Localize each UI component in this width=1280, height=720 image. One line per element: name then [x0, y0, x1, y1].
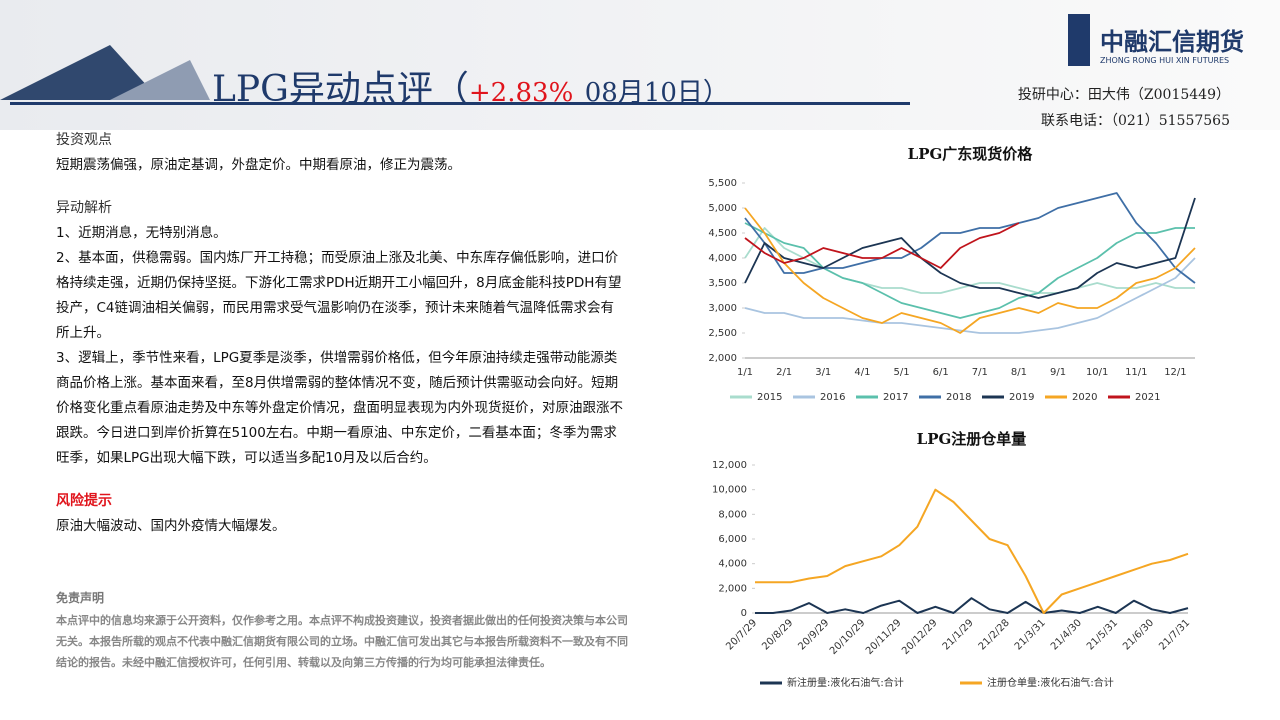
y-tick-label: 4,500 [708, 228, 737, 239]
x-tick-label: 9/1 [1050, 367, 1066, 378]
header-bg [0, 0, 1280, 130]
title-text: LPG异动点评（ [212, 69, 469, 110]
legend-label: 2016 [820, 392, 845, 403]
series-line [744, 207, 1196, 334]
series-line [744, 197, 1196, 299]
x-tick-label: 7/1 [972, 367, 988, 378]
y-tick-label: 3,500 [708, 278, 737, 289]
section: 投资观点 短期震荡偏强，原油定基调，外盘定价。中期看原油，修正为震荡。 [56, 128, 626, 178]
y-tick-label: 10,000 [712, 485, 747, 496]
legend-label: 2021 [1135, 392, 1160, 403]
x-tick-label: 3/1 [815, 367, 831, 378]
legend-label: 注册仓单量:液化石油气:合计 [987, 676, 1114, 689]
x-tick-label: 2/1 [776, 367, 792, 378]
legend-label: 新注册量:液化石油气:合计 [787, 676, 904, 689]
x-tick-label: 21/5/31 [1085, 617, 1120, 652]
paragraph: 1、近期消息，无特别消息。 [56, 225, 227, 241]
chart-title: LPG广东现货价格 [908, 145, 1034, 163]
heading: 异动解析 [56, 200, 112, 216]
x-tick-label: 10/1 [1086, 367, 1108, 378]
y-tick-label: 5,500 [708, 178, 737, 189]
y-tick-label: 6,000 [718, 534, 747, 545]
x-tick-label: 6/1 [933, 367, 949, 378]
x-tick-label: 20/10/29 [828, 617, 868, 657]
x-tick-label: 21/1/29 [941, 617, 976, 652]
series-line [744, 257, 1196, 334]
y-tick-label: 5,000 [708, 203, 737, 214]
y-tick-label: 8,000 [718, 509, 747, 520]
x-tick-label: 5/1 [893, 367, 909, 378]
series-line [744, 192, 1196, 284]
x-tick-label: 8/1 [1011, 367, 1027, 378]
disclaimer-heading: 免责声明 [56, 591, 105, 605]
series-line [744, 222, 1195, 319]
y-tick-label: 3,000 [708, 303, 737, 314]
y-tick-label: 0 [741, 608, 747, 619]
logo-sub: ZHONG RONG HUI XIN FUTURES [1100, 56, 1230, 65]
x-tick-label: 21/6/30 [1121, 617, 1156, 652]
disclaimer: 免责声明 本点评中的信息均来源于公开资料，仅作参考之用。本点评不构成投资建议，投… [56, 591, 636, 673]
legend-label: 2018 [946, 392, 971, 403]
legend-label: 2019 [1009, 392, 1034, 403]
x-tick-label: 21/4/30 [1049, 617, 1084, 652]
logo: 中融汇信期货 [1100, 28, 1244, 56]
x-tick-label: 20/11/29 [864, 617, 904, 657]
x-tick-label: 4/1 [854, 367, 870, 378]
triangle [0, 45, 160, 100]
legend-label: 2020 [1072, 392, 1097, 403]
legend-label: 2017 [883, 392, 908, 403]
heading: 投资观点 [56, 132, 112, 148]
section: 风险提示 原油大幅波动、国内外疫情大幅爆发。 [56, 489, 626, 539]
logo-mark [1068, 14, 1090, 66]
date: 08月10日） [584, 78, 729, 108]
x-tick-label: 11/1 [1125, 367, 1147, 378]
heading: 风险提示 [56, 493, 112, 509]
x-tick-label: 21/7/31 [1157, 617, 1192, 652]
x-tick-label: 20/12/29 [900, 617, 940, 657]
x-tick-label: 21/3/31 [1013, 617, 1048, 652]
paragraph: 2、基本面，供稳需弱。国内炼厂开工持稳；而受原油上涨及北美、中东库存偏低影响，进… [56, 250, 622, 341]
change: +2.83% [468, 78, 574, 108]
series-line [755, 597, 1189, 614]
y-tick-label: 4,000 [708, 253, 737, 264]
y-tick-label: 2,000 [718, 583, 747, 594]
chart-title: LPG注册仓单量 [917, 430, 1027, 448]
series-line [755, 488, 1189, 614]
contact: 联系电话：（021）51557565 [1041, 113, 1230, 129]
section: 异动解析 1、近期消息，无特别消息。 2、基本面，供稳需弱。国内炼厂开工持稳；而… [56, 196, 626, 471]
x-tick-label: 20/7/29 [724, 617, 759, 652]
paragraph: 短期震荡偏强，原油定基调，外盘定价。中期看原油，修正为震荡。 [56, 157, 461, 173]
paragraph: 原油大幅波动、国内外疫情大幅爆发。 [56, 518, 286, 534]
disclaimer-text: 本点评中的信息均来源于公开资料，仅作参考之用。本点评不构成投资建议，投资者据此做… [56, 614, 628, 669]
series-line [744, 222, 1020, 269]
y-tick-label: 4,000 [718, 559, 747, 570]
x-tick-label: 1/1 [737, 367, 753, 378]
y-tick-label: 2,500 [708, 328, 737, 339]
legend-label: 2015 [757, 392, 782, 403]
rule [10, 102, 910, 105]
triangle [110, 60, 210, 100]
y-tick-label: 12,000 [712, 460, 747, 471]
y-tick-label: 2,000 [708, 353, 737, 364]
band [0, 0, 1280, 130]
contact: 投研中心：田大伟（Z0015449） [1017, 87, 1230, 103]
x-tick-label: 12/1 [1164, 367, 1186, 378]
paragraph: 3、逻辑上，季节性来看，LPG夏季是淡季，供增需弱价格低，但今年原油持续走强带动… [56, 350, 623, 466]
title: LPG异动点评（+2.83% 08月10日） [212, 60, 729, 112]
x-tick-label: 21/2/28 [977, 617, 1012, 652]
content: 投资观点 短期震荡偏强，原油定基调，外盘定价。中期看原油，修正为震荡。 异动解析… [56, 128, 626, 557]
x-tick-label: 20/8/29 [760, 617, 795, 652]
x-tick-label: 20/9/29 [796, 617, 831, 652]
